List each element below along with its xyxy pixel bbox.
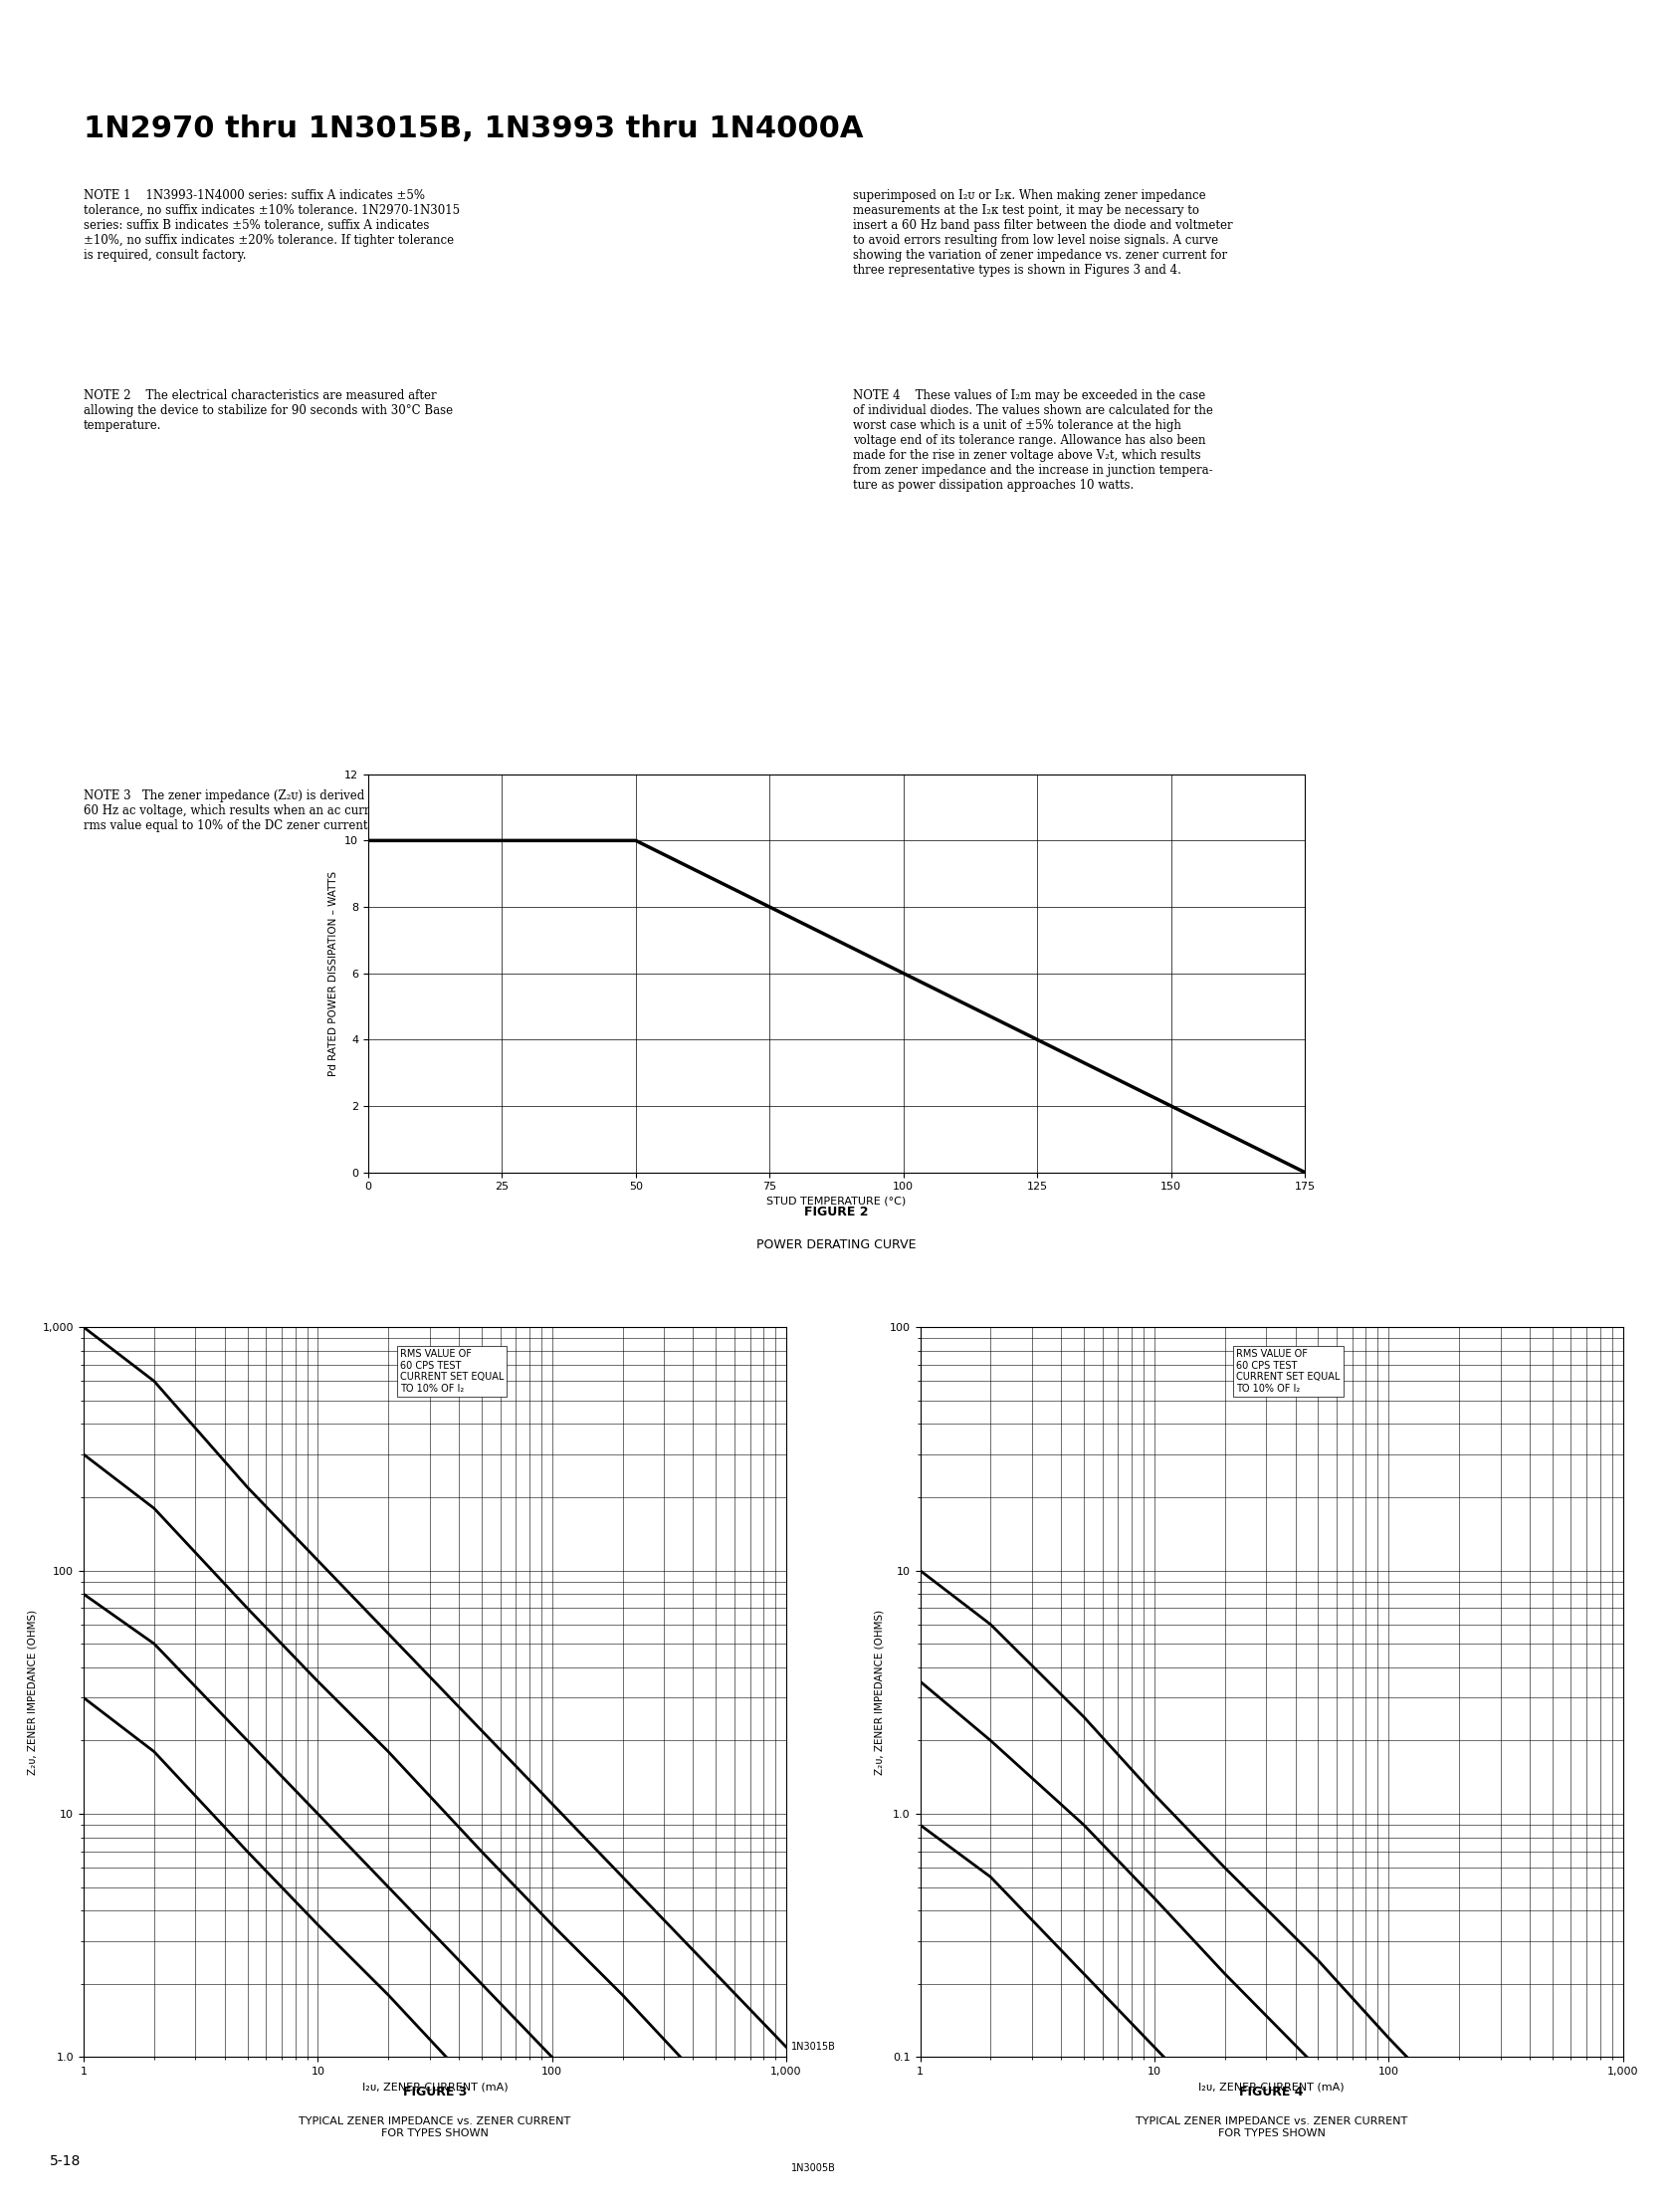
X-axis label: I₂ᴜ, ZENER CURRENT (mA): I₂ᴜ, ZENER CURRENT (mA) [361, 2081, 508, 2093]
Text: 1N3015B: 1N3015B [791, 2042, 836, 2053]
Text: NOTE 3   The zener impedance (Z₂ᴜ) is derived from the
60 Hz ac voltage, which r: NOTE 3 The zener impedance (Z₂ᴜ) is deri… [84, 790, 450, 832]
Text: 1N2970 thru 1N3015B, 1N3993 thru 1N4000A: 1N2970 thru 1N3015B, 1N3993 thru 1N4000A [84, 115, 863, 144]
Text: TYPICAL ZENER IMPEDANCE vs. ZENER CURRENT
FOR TYPES SHOWN: TYPICAL ZENER IMPEDANCE vs. ZENER CURREN… [1135, 2117, 1406, 2139]
Y-axis label: Pd RATED POWER DISSIPATION – WATTS: Pd RATED POWER DISSIPATION – WATTS [329, 872, 339, 1075]
Text: TYPICAL ZENER IMPEDANCE vs. ZENER CURRENT
FOR TYPES SHOWN: TYPICAL ZENER IMPEDANCE vs. ZENER CURREN… [299, 2117, 570, 2139]
Text: FIGURE 3: FIGURE 3 [403, 2086, 466, 2099]
Text: RMS VALUE OF
60 CPS TEST
CURRENT SET EQUAL
TO 10% OF I₂: RMS VALUE OF 60 CPS TEST CURRENT SET EQU… [400, 1349, 503, 1394]
Text: NOTE 2    The electrical characteristics are measured after
allowing the device : NOTE 2 The electrical characteristics ar… [84, 389, 453, 431]
Text: superimposed on I₂ᴜ or I₂ᴋ. When making zener impedance
measurements at the I₂ᴋ : superimposed on I₂ᴜ or I₂ᴋ. When making … [853, 188, 1232, 276]
Text: FIGURE 4: FIGURE 4 [1239, 2086, 1302, 2099]
X-axis label: I₂ᴜ, ZENER CURRENT (mA): I₂ᴜ, ZENER CURRENT (mA) [1197, 2081, 1344, 2093]
Text: NOTE 1    1N3993-1N4000 series: suffix A indicates ±5%
tolerance, no suffix indi: NOTE 1 1N3993-1N4000 series: suffix A in… [84, 188, 460, 261]
Text: FIGURE 2: FIGURE 2 [804, 1206, 868, 1219]
Text: POWER DERATING CURVE: POWER DERATING CURVE [756, 1239, 916, 1252]
Y-axis label: Z₂ᴜ, ZENER IMPEDANCE (OHMS): Z₂ᴜ, ZENER IMPEDANCE (OHMS) [27, 1610, 37, 1774]
Text: 1N3005B: 1N3005B [791, 2163, 836, 2172]
Y-axis label: Z₂ᴜ, ZENER IMPEDANCE (OHMS): Z₂ᴜ, ZENER IMPEDANCE (OHMS) [873, 1610, 883, 1774]
X-axis label: STUD TEMPERATURE (°C): STUD TEMPERATURE (°C) [766, 1197, 906, 1206]
Text: 5-18: 5-18 [50, 2154, 82, 2168]
Text: RMS VALUE OF
60 CPS TEST
CURRENT SET EQUAL
TO 10% OF I₂: RMS VALUE OF 60 CPS TEST CURRENT SET EQU… [1236, 1349, 1339, 1394]
Text: NOTE 4    These values of I₂m may be exceeded in the case
of individual diodes. : NOTE 4 These values of I₂m may be exceed… [853, 389, 1212, 491]
